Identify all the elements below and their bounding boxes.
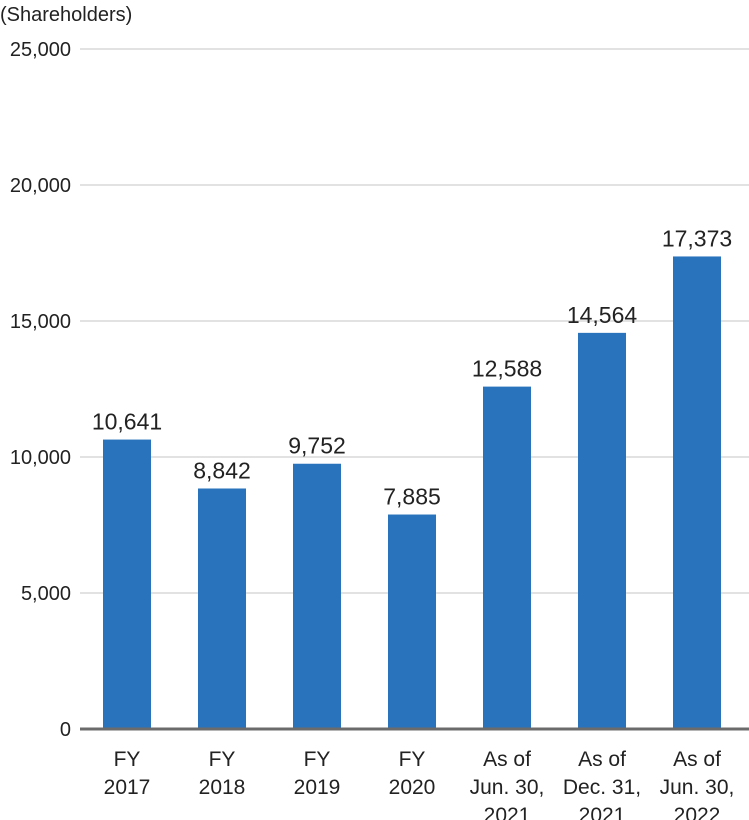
bar: [578, 332, 626, 729]
bar-value-label: 14,564: [567, 302, 638, 328]
x-category-label: FY 2018: [199, 748, 246, 799]
x-axis-categories: FY 2017 FY 2018 FY 2019 FY 2020 As of Jun. 30, 202…: [104, 748, 735, 820]
bar-value-label: 9,752: [288, 433, 346, 459]
x-category-label-line: Jun. 30,: [470, 776, 545, 799]
x-category-label-line: 2019: [294, 776, 341, 799]
x-category-label: As of Jun. 30, 2022: [660, 748, 735, 820]
x-category-label-line: Dec. 31,: [563, 776, 641, 799]
x-category-label-line: As of: [483, 748, 531, 771]
y-axis-unit-label: (Shareholders): [0, 4, 132, 26]
bar: [103, 439, 151, 729]
x-category-label-line: FY: [399, 748, 426, 771]
y-tick-label: 25,000: [10, 39, 71, 61]
bar-value-label: 10,641: [92, 409, 162, 435]
x-category-label: FY 2019: [294, 748, 341, 799]
x-category-label-line: FY: [114, 748, 141, 771]
x-category-label-line: As of: [673, 748, 721, 771]
y-tick-label: 10,000: [10, 447, 71, 469]
y-tick-label: 5,000: [21, 583, 71, 605]
bar: [673, 256, 721, 729]
bar-value-label: 12,588: [472, 356, 542, 382]
x-category-label-line: 2020: [389, 776, 436, 799]
x-category-label: FY 2017: [104, 748, 151, 799]
data-labels: 10,641 8,842 9,752 7,885 12,588 14,564 17,373: [92, 225, 732, 509]
x-category-label-line: 2021: [579, 804, 626, 820]
y-tick-label: 20,000: [10, 175, 71, 197]
bar: [198, 488, 246, 729]
x-category-label-line: 2021: [484, 804, 531, 820]
x-category-label-line: Jun. 30,: [660, 776, 735, 799]
bar: [388, 514, 436, 729]
x-category-label: FY 2020: [389, 748, 436, 799]
bar: [483, 386, 531, 729]
bars: [103, 256, 721, 729]
x-category-label-line: 2022: [674, 804, 721, 820]
y-axis-ticks: 0 5,000 10,000 15,000 20,000 25,000: [10, 39, 71, 741]
y-tick-label: 15,000: [10, 311, 71, 333]
x-category-label-line: FY: [209, 748, 236, 771]
bar: [293, 463, 341, 729]
gridlines: [80, 48, 749, 594]
x-category-label: As of Dec. 31, 2021: [563, 748, 641, 820]
y-tick-label: 0: [60, 719, 71, 741]
bar-value-label: 7,885: [383, 484, 441, 510]
bar-value-label: 8,842: [193, 457, 251, 483]
x-category-label-line: 2018: [199, 776, 246, 799]
x-category-label: As of Jun. 30, 2021: [470, 748, 545, 820]
x-category-label-line: As of: [578, 748, 626, 771]
x-category-label-line: FY: [304, 748, 331, 771]
x-category-label-line: 2017: [104, 776, 151, 799]
bar-value-label: 17,373: [662, 225, 732, 251]
